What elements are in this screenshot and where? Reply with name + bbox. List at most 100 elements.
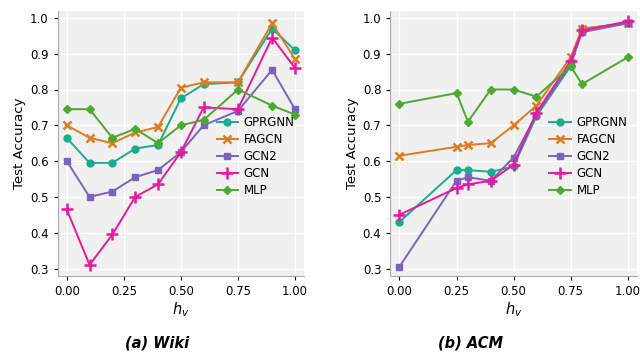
GCN bbox=[200, 105, 207, 110]
FAGCN bbox=[509, 123, 517, 127]
GCN bbox=[624, 19, 632, 24]
FAGCN bbox=[396, 154, 403, 158]
GCN bbox=[509, 163, 517, 167]
GCN2 bbox=[291, 107, 299, 111]
Line: GCN2: GCN2 bbox=[63, 66, 298, 200]
FAGCN bbox=[154, 125, 162, 129]
FAGCN bbox=[200, 80, 207, 84]
FAGCN bbox=[268, 21, 276, 25]
GCN2 bbox=[63, 159, 70, 163]
FAGCN bbox=[624, 21, 632, 25]
Y-axis label: Test Accuracy: Test Accuracy bbox=[13, 97, 26, 189]
GCN bbox=[487, 179, 495, 183]
MLP bbox=[131, 127, 139, 131]
MLP bbox=[396, 102, 403, 106]
FAGCN bbox=[487, 141, 495, 145]
X-axis label: $h_v$: $h_v$ bbox=[505, 300, 522, 319]
GCN bbox=[234, 107, 242, 111]
GPRGNN bbox=[86, 161, 93, 165]
MLP bbox=[86, 107, 93, 111]
Line: GCN: GCN bbox=[61, 32, 301, 271]
Line: GPRGNN: GPRGNN bbox=[63, 25, 298, 166]
GPRGNN bbox=[200, 82, 207, 86]
FAGCN bbox=[109, 141, 116, 145]
MLP bbox=[567, 64, 575, 68]
MLP bbox=[234, 87, 242, 92]
Line: GCN2: GCN2 bbox=[396, 20, 631, 270]
GCN2 bbox=[268, 68, 276, 72]
GPRGNN bbox=[624, 21, 632, 25]
GCN2 bbox=[109, 189, 116, 194]
FAGCN bbox=[86, 136, 93, 140]
MLP bbox=[291, 112, 299, 117]
GPRGNN bbox=[396, 220, 403, 224]
Line: GCN: GCN bbox=[394, 16, 633, 221]
GCN2 bbox=[487, 179, 495, 183]
GPRGNN bbox=[532, 114, 540, 118]
Line: FAGCN: FAGCN bbox=[63, 19, 299, 147]
GPRGNN bbox=[234, 80, 242, 84]
FAGCN bbox=[234, 80, 242, 84]
GCN2 bbox=[154, 168, 162, 172]
GPRGNN bbox=[177, 96, 185, 101]
GCN bbox=[452, 186, 460, 190]
GPRGNN bbox=[509, 164, 517, 169]
MLP bbox=[624, 55, 632, 59]
GCN bbox=[177, 150, 185, 154]
MLP bbox=[487, 87, 495, 92]
GPRGNN bbox=[452, 168, 460, 172]
Line: FAGCN: FAGCN bbox=[396, 19, 632, 160]
MLP bbox=[268, 103, 276, 108]
GCN2 bbox=[452, 179, 460, 183]
GCN2 bbox=[532, 112, 540, 117]
GCN bbox=[268, 35, 276, 40]
GCN bbox=[291, 66, 299, 70]
MLP bbox=[509, 87, 517, 92]
GCN bbox=[396, 213, 403, 217]
GCN bbox=[578, 28, 586, 33]
GCN2 bbox=[131, 175, 139, 179]
GCN bbox=[464, 182, 472, 187]
GCN2 bbox=[200, 123, 207, 127]
GCN2 bbox=[578, 30, 586, 34]
FAGCN bbox=[63, 123, 70, 127]
Legend: GPRGNN, FAGCN, GCN2, GCN, MLP: GPRGNN, FAGCN, GCN2, GCN, MLP bbox=[546, 112, 631, 201]
GCN2 bbox=[396, 265, 403, 269]
Legend: GPRGNN, FAGCN, GCN2, GCN, MLP: GPRGNN, FAGCN, GCN2, GCN, MLP bbox=[213, 112, 298, 201]
FAGCN bbox=[532, 103, 540, 108]
GCN2 bbox=[86, 195, 93, 199]
Line: MLP: MLP bbox=[397, 54, 630, 125]
MLP bbox=[154, 141, 162, 145]
GCN bbox=[86, 263, 93, 267]
MLP bbox=[532, 95, 540, 99]
GPRGNN bbox=[154, 143, 162, 147]
Line: MLP: MLP bbox=[64, 87, 298, 146]
GCN2 bbox=[234, 109, 242, 113]
GPRGNN bbox=[291, 48, 299, 52]
FAGCN bbox=[464, 143, 472, 147]
FAGCN bbox=[567, 55, 575, 59]
GPRGNN bbox=[567, 64, 575, 68]
GCN bbox=[567, 59, 575, 63]
MLP bbox=[177, 123, 185, 127]
Text: (b) ACM: (b) ACM bbox=[438, 335, 503, 350]
MLP bbox=[452, 91, 460, 95]
GCN2 bbox=[509, 155, 517, 160]
MLP bbox=[464, 120, 472, 124]
Text: (a) Wiki: (a) Wiki bbox=[125, 335, 189, 350]
FAGCN bbox=[578, 26, 586, 31]
GPRGNN bbox=[63, 136, 70, 140]
FAGCN bbox=[177, 86, 185, 90]
GPRGNN bbox=[464, 168, 472, 172]
GPRGNN bbox=[109, 161, 116, 165]
X-axis label: $h_v$: $h_v$ bbox=[172, 300, 189, 319]
Y-axis label: Test Accuracy: Test Accuracy bbox=[346, 97, 358, 189]
Line: GPRGNN: GPRGNN bbox=[396, 20, 631, 226]
GCN bbox=[109, 232, 116, 237]
GCN bbox=[532, 111, 540, 115]
GPRGNN bbox=[268, 26, 276, 31]
GCN2 bbox=[567, 62, 575, 67]
GCN2 bbox=[624, 21, 632, 25]
GCN bbox=[131, 195, 139, 199]
GPRGNN bbox=[487, 170, 495, 174]
